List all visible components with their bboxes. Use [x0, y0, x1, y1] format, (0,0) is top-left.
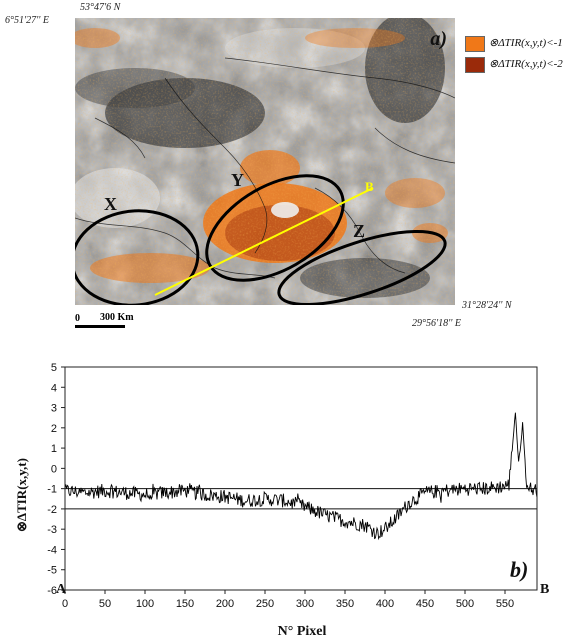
- x-tick-label: 300: [296, 598, 314, 610]
- line-chart: 0 50 100 150 200 250 300 350 400 450 500 550 5 4 3 2 1 0…: [0, 355, 584, 640]
- region-z-label: Z: [353, 221, 366, 241]
- region-y-outline: [205, 174, 345, 282]
- x-tick-label: 250: [256, 598, 274, 610]
- chart-panel-label: b): [510, 557, 528, 582]
- region-x-outline: [75, 209, 200, 305]
- x-tick-label: 350: [336, 598, 354, 610]
- x-tick-label: 450: [416, 598, 434, 610]
- legend-label-1: ⊗ΔTIR(x,y,t)<-1: [489, 37, 563, 49]
- x-axis-label: N° Pixel: [278, 624, 327, 639]
- legend-label-2: ⊗ΔTIR(x,y,t)<-2: [489, 58, 563, 70]
- y-tick-label: 1: [51, 443, 57, 455]
- region-y-label: Y: [231, 170, 244, 190]
- coord-bottom-lon: 29°56'18'' E: [412, 318, 462, 329]
- region-z-outline: [277, 229, 447, 305]
- region-x-label: X: [104, 194, 117, 214]
- y-tick-label: -1: [47, 484, 57, 496]
- y-tick-label: -4: [47, 544, 57, 556]
- y-tick-label: -6: [47, 585, 57, 597]
- legend-swatch-2: [465, 57, 485, 73]
- transect-end-label: B: [365, 179, 374, 194]
- x-tick-label: 150: [176, 598, 194, 610]
- y-tick-label: -5: [47, 565, 57, 577]
- x-tick-label: 100: [136, 598, 154, 610]
- x-tick-label: 0: [62, 598, 68, 610]
- y-tick-label: 4: [51, 382, 57, 394]
- plot-frame: [64, 366, 538, 591]
- coord-bottom-lat: 31°28'24'' N: [462, 300, 512, 311]
- satellite-map-image: [75, 18, 455, 305]
- transect-line: [154, 187, 374, 296]
- coord-top-lat: 53°47'6 N: [80, 2, 121, 13]
- y-tick-label: 5: [51, 362, 57, 374]
- legend-swatch-1: [465, 36, 485, 52]
- satellite-map: a) X Y Z B: [75, 18, 455, 305]
- scale-bar: [75, 325, 125, 328]
- map-panel-label: a): [430, 28, 447, 50]
- y-tick-label: -3: [47, 524, 57, 536]
- x-tick-label: 200: [216, 598, 234, 610]
- scale-zero: 0: [75, 313, 80, 324]
- y-tick-label: -2: [47, 504, 57, 516]
- coord-top-lon: 6°51'27'' E: [5, 15, 50, 26]
- x-tick-label: 50: [99, 598, 111, 610]
- x-tick-label: 500: [456, 598, 474, 610]
- y-axis-label: ⊗ΔTIR(x,y,t): [14, 458, 29, 532]
- y-tick-label: 0: [51, 463, 57, 475]
- y-tick-label: 2: [51, 423, 57, 435]
- endpoint-a-label: A: [56, 582, 67, 597]
- series-line: [64, 412, 538, 541]
- y-tick-label: 3: [51, 403, 57, 415]
- endpoint-b-label: B: [540, 582, 549, 597]
- scale-label: 300 Km: [100, 312, 134, 323]
- x-tick-label: 550: [496, 598, 514, 610]
- x-tick-label: 400: [376, 598, 394, 610]
